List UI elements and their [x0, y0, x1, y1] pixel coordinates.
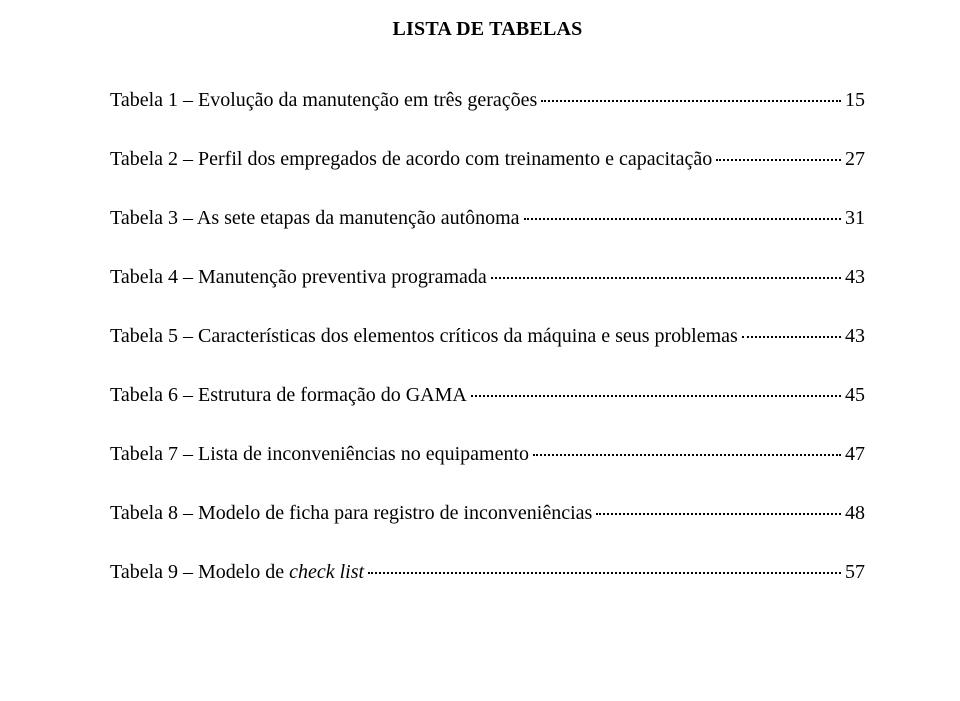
- toc-entry-label: Tabela 2 – Perfil dos empregados de acor…: [110, 148, 712, 171]
- toc-entry-page: 48: [845, 502, 865, 525]
- toc-entry: Tabela 6 – Estrutura de formação do GAMA…: [110, 384, 865, 407]
- toc-leader-dots: [368, 572, 841, 574]
- toc-entry-page: 57: [845, 561, 865, 584]
- page-title: LISTA DE TABELAS: [110, 18, 865, 41]
- toc-entry: Tabela 4 – Manutenção preventiva program…: [110, 266, 865, 289]
- toc-entry: Tabela 2 – Perfil dos empregados de acor…: [110, 148, 865, 171]
- toc-entry: Tabela 8 – Modelo de ficha para registro…: [110, 502, 865, 525]
- toc-entry-page: 15: [845, 89, 865, 112]
- toc-leader-dots: [524, 218, 841, 220]
- toc-entry-label: Tabela 6 – Estrutura de formação do GAMA: [110, 384, 467, 407]
- toc-leader-dots: [471, 395, 841, 397]
- toc-entry-page: 43: [845, 325, 865, 348]
- toc-list: Tabela 1 – Evolução da manutenção em trê…: [110, 89, 865, 584]
- toc-entry-label: Tabela 7 – Lista de inconveniências no e…: [110, 443, 529, 466]
- toc-leader-dots: [596, 513, 841, 515]
- toc-leader-dots: [533, 454, 841, 456]
- toc-entry-page: 43: [845, 266, 865, 289]
- toc-entry-italic: check list: [289, 561, 364, 583]
- toc-entry-page: 45: [845, 384, 865, 407]
- toc-entry-label: Tabela 1 – Evolução da manutenção em trê…: [110, 89, 537, 112]
- toc-entry: Tabela 3 – As sete etapas da manutenção …: [110, 207, 865, 230]
- toc-leader-dots: [491, 277, 841, 279]
- toc-entry-label: Tabela 4 – Manutenção preventiva program…: [110, 266, 487, 289]
- toc-entry-label: Tabela 5 – Características dos elementos…: [110, 325, 738, 348]
- toc-entry-page: 31: [845, 207, 865, 230]
- toc-entry-page: 47: [845, 443, 865, 466]
- toc-entry-label: Tabela 9 – Modelo de check list: [110, 561, 364, 584]
- toc-entry-label: Tabela 3 – As sete etapas da manutenção …: [110, 207, 520, 230]
- toc-entry-label: Tabela 8 – Modelo de ficha para registro…: [110, 502, 592, 525]
- document-page: LISTA DE TABELAS Tabela 1 – Evolução da …: [0, 0, 960, 584]
- toc-leader-dots: [541, 100, 841, 102]
- toc-leader-dots: [742, 336, 841, 338]
- toc-entry: Tabela 5 – Características dos elementos…: [110, 325, 865, 348]
- toc-entry: Tabela 9 – Modelo de check list 57: [110, 561, 865, 584]
- toc-entry: Tabela 7 – Lista de inconveniências no e…: [110, 443, 865, 466]
- toc-entry: Tabela 1 – Evolução da manutenção em trê…: [110, 89, 865, 112]
- toc-entry-page: 27: [845, 148, 865, 171]
- toc-leader-dots: [716, 159, 841, 161]
